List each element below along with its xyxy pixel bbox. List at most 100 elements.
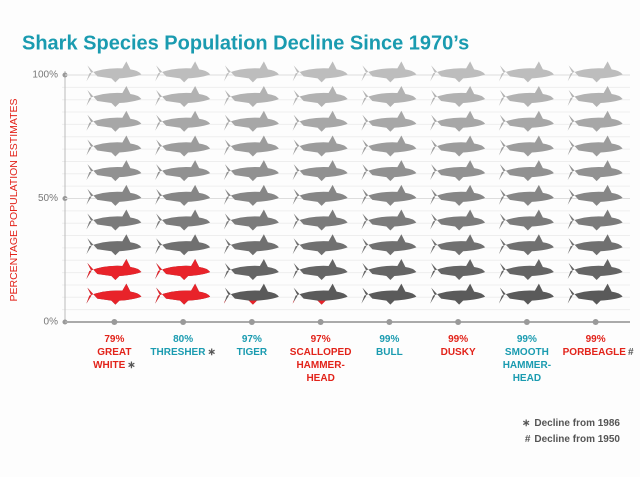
shark-icon <box>361 160 417 182</box>
value-label: 97% <box>241 334 262 345</box>
name: SCALLOPED HAMMER-HEAD <box>289 347 352 384</box>
shark-icon <box>292 86 348 108</box>
shark-icon <box>86 184 142 206</box>
shark-icon <box>292 258 348 280</box>
value-label: 99% <box>448 334 469 345</box>
x-tick-dot <box>180 319 187 325</box>
shark-icon <box>498 110 554 132</box>
shark-icon <box>567 135 623 157</box>
shark-icon <box>292 209 348 231</box>
shark-icon <box>292 110 348 132</box>
shark-icon <box>361 283 417 305</box>
name: GREAT WHITE <box>93 347 132 371</box>
category-name: THRESHER ∗ <box>150 346 216 359</box>
shark-icon <box>223 61 279 83</box>
shark-icon <box>155 184 211 206</box>
shark-icon <box>292 160 348 182</box>
x-tick-dot <box>248 319 255 325</box>
y-axis-title: PERCENTAGE POPULATION ESTIMATES <box>8 98 20 301</box>
shark-icon <box>567 234 623 256</box>
shark-icon <box>86 135 142 157</box>
value-label: 99% <box>379 334 400 345</box>
shark-icon <box>292 184 348 206</box>
shark-icon <box>498 135 554 157</box>
shark-icon <box>155 160 211 182</box>
category-label: 99% PORBEAGLE # <box>562 333 634 359</box>
shark-icon <box>223 135 279 157</box>
shark-icon <box>223 110 279 132</box>
shark-column <box>567 61 623 305</box>
shark-icon <box>498 283 554 305</box>
x-tick-dot <box>111 319 118 325</box>
shark-icon-remaining <box>155 283 211 305</box>
shark-icon <box>567 110 623 132</box>
shark-icon <box>430 86 486 108</box>
category-name: PORBEAGLE # <box>562 346 634 359</box>
category-name: SMOOTH HAMMER-HEAD <box>494 346 560 385</box>
remaining-population <box>86 258 142 305</box>
category-name: SCALLOPED HAMMER-HEAD <box>288 346 354 385</box>
shark-icon <box>86 86 142 108</box>
category-name: TIGER <box>219 346 285 359</box>
category-label: 99% DUSKY <box>425 333 491 359</box>
footnote: # Decline from 1950 <box>525 434 620 445</box>
shark-icon <box>498 61 554 83</box>
shark-icon <box>430 234 486 256</box>
shark-icon-remaining <box>223 300 258 305</box>
shark-icon <box>567 61 623 83</box>
shark-icon <box>567 184 623 206</box>
shark-column <box>430 61 486 305</box>
value-label: 79% <box>104 334 125 345</box>
category-name: GREAT WHITE ∗ <box>81 346 147 372</box>
x-tick-dot <box>523 319 530 325</box>
shark-icon <box>292 234 348 256</box>
shark-icon <box>223 283 279 305</box>
chart-title: Shark Species Population Decline Since 1… <box>22 32 469 54</box>
name: TIGER <box>236 347 268 358</box>
y-tick-label: 100% <box>32 70 58 81</box>
shark-icon <box>498 209 554 231</box>
shark-icon <box>223 209 279 231</box>
footnote-text: Decline from 1950 <box>534 434 620 445</box>
x-tick-dot <box>592 319 599 325</box>
value-label: 80% <box>173 334 194 345</box>
name: PORBEAGLE <box>562 347 626 358</box>
shark-icon-remaining <box>155 258 211 280</box>
shark-icon <box>361 61 417 83</box>
footnote-symbol: ∗ <box>522 418 531 429</box>
shark-icon <box>155 209 211 231</box>
x-tick-dot <box>317 319 324 325</box>
shark-icon <box>86 234 142 256</box>
shark-icon <box>430 283 486 305</box>
shark-icon <box>430 110 486 132</box>
shark-icon <box>567 258 623 280</box>
shark-icon <box>567 86 623 108</box>
shark-column <box>361 61 417 305</box>
shark-icon <box>86 209 142 231</box>
shark-icon <box>361 209 417 231</box>
shark-icon <box>86 110 142 132</box>
shark-icon <box>567 283 623 305</box>
shark-icon <box>498 160 554 182</box>
shark-icon <box>430 61 486 83</box>
x-tick-dot <box>386 319 393 325</box>
footnote-text: Decline from 1986 <box>534 418 620 429</box>
y-tick-label: 0% <box>44 317 59 328</box>
shark-icon <box>567 209 623 231</box>
value-label: 99% <box>585 334 606 345</box>
shark-icon <box>498 86 554 108</box>
shark-icon <box>361 135 417 157</box>
shark-icon <box>223 86 279 108</box>
value-label: 97% <box>310 334 331 345</box>
shark-icon <box>498 234 554 256</box>
y-tick-label: 50% <box>38 193 58 204</box>
shark-icon <box>223 184 279 206</box>
shark-icon <box>155 234 211 256</box>
category-label: 99% SMOOTH HAMMER-HEAD <box>494 333 560 385</box>
shark-icon <box>86 160 142 182</box>
shark-icon-remaining <box>86 258 142 280</box>
shark-icon <box>361 184 417 206</box>
shark-icon-remaining <box>86 283 142 305</box>
category-note: ∗ <box>127 360 136 371</box>
